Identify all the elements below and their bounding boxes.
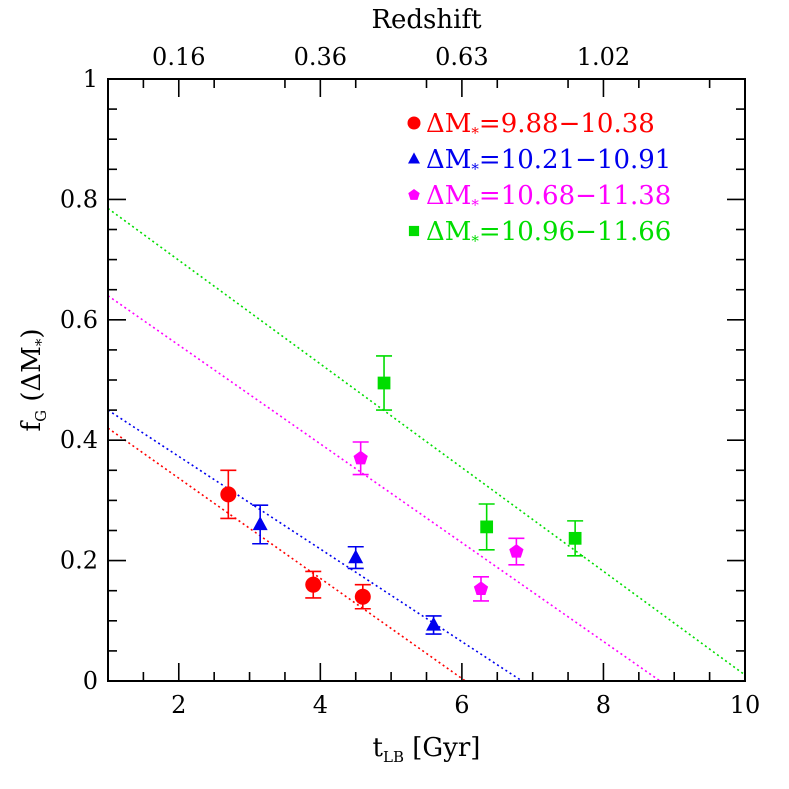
legend: ΔM*=9.88−10.38ΔM*=10.21−10.91ΔM*=10.68−1… <box>407 109 671 250</box>
legend-marker-2 <box>408 189 420 200</box>
y-axis-title: fG (ΔM*) <box>17 328 50 431</box>
data-point-series-1 <box>348 549 364 564</box>
top-tick-label: 0.16 <box>152 43 205 71</box>
legend-entry-2: ΔM*=10.68−11.38 <box>426 181 671 214</box>
data-points <box>220 355 584 635</box>
legend-marker-0 <box>407 116 421 130</box>
data-point-series-3 <box>568 531 582 545</box>
y-tick-label: 0.6 <box>60 306 98 334</box>
x-tick-label: 8 <box>596 691 611 719</box>
x-tick-label: 4 <box>313 691 328 719</box>
data-point-series-1 <box>426 616 442 631</box>
y-tick-label: 1 <box>83 65 98 93</box>
data-point-series-3 <box>377 376 391 390</box>
top-tick-label: 0.63 <box>435 43 488 71</box>
x-tick-label: 6 <box>454 691 469 719</box>
fit-line-series-3 <box>107 207 746 676</box>
tick-labels: 0.16 0.36 0.63 1.02 2 4 6 8 10 0 0.2 0.4 0.6 0.8 1 <box>60 43 760 719</box>
fit-line-series-0 <box>107 427 466 682</box>
fit-line-series-1 <box>107 409 523 682</box>
top-axis-title: Redshift <box>371 5 482 35</box>
fit-lines <box>107 207 746 682</box>
fit-line-series-2 <box>107 295 661 682</box>
legend-entry-0: ΔM*=9.88−10.38 <box>426 109 655 142</box>
y-tick-label: 0 <box>83 667 98 695</box>
top-tick-label: 1.02 <box>577 43 630 71</box>
axis-ticks <box>107 78 746 682</box>
y-tick-label: 0.2 <box>60 547 98 575</box>
legend-marker-3 <box>408 225 420 237</box>
data-point-series-2 <box>473 581 489 595</box>
data-point-series-0 <box>305 576 322 593</box>
legend-entry-3: ΔM*=10.96−11.66 <box>426 217 671 250</box>
data-point-series-1 <box>252 516 268 531</box>
y-tick-label: 0.8 <box>60 185 98 213</box>
data-point-series-0 <box>354 588 371 605</box>
data-point-series-2 <box>353 450 368 465</box>
data-point-series-3 <box>480 520 494 534</box>
data-point-series-0 <box>220 486 237 503</box>
top-tick-label: 0.36 <box>294 43 347 71</box>
x-tick-label: 2 <box>171 691 186 719</box>
legend-marker-1 <box>408 152 420 164</box>
x-tick-label: 10 <box>730 691 761 719</box>
y-tick-label: 0.4 <box>60 426 98 454</box>
legend-entry-1: ΔM*=10.21−10.91 <box>426 145 671 178</box>
x-axis-title: tLB [Gyr] <box>373 733 481 766</box>
data-point-series-2 <box>509 544 524 558</box>
